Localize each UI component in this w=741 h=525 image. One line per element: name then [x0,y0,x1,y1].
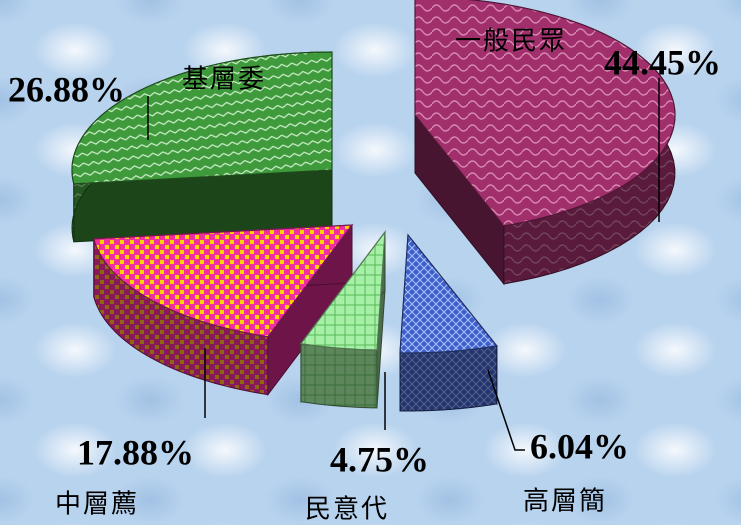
pie-slice [399,233,498,412]
pie-slice [414,0,676,286]
data-label: 26.88% [8,69,125,109]
category-label: 一般民眾 [455,27,567,57]
data-label: 6.04% [530,426,629,466]
data-label: 44.45% [604,42,721,82]
leader-lines [147,78,660,451]
category-label: 民意代 [305,495,389,525]
pie-slice [71,51,333,243]
pie-slices [71,0,676,412]
data-label: 17.88% [77,432,194,472]
pie-labels: 44.45% 一般民眾 6.04% 高層簡 4.75% 民意代 17.88% 中層薦 26.88… [8,27,721,525]
data-label: 4.75% [330,439,429,479]
leader-line [487,369,525,451]
category-label: 基層委 [182,65,266,95]
pie-slice [93,223,354,397]
category-label: 中層薦 [55,490,139,520]
pie-slice [299,230,386,409]
category-label: 高層簡 [523,487,607,517]
